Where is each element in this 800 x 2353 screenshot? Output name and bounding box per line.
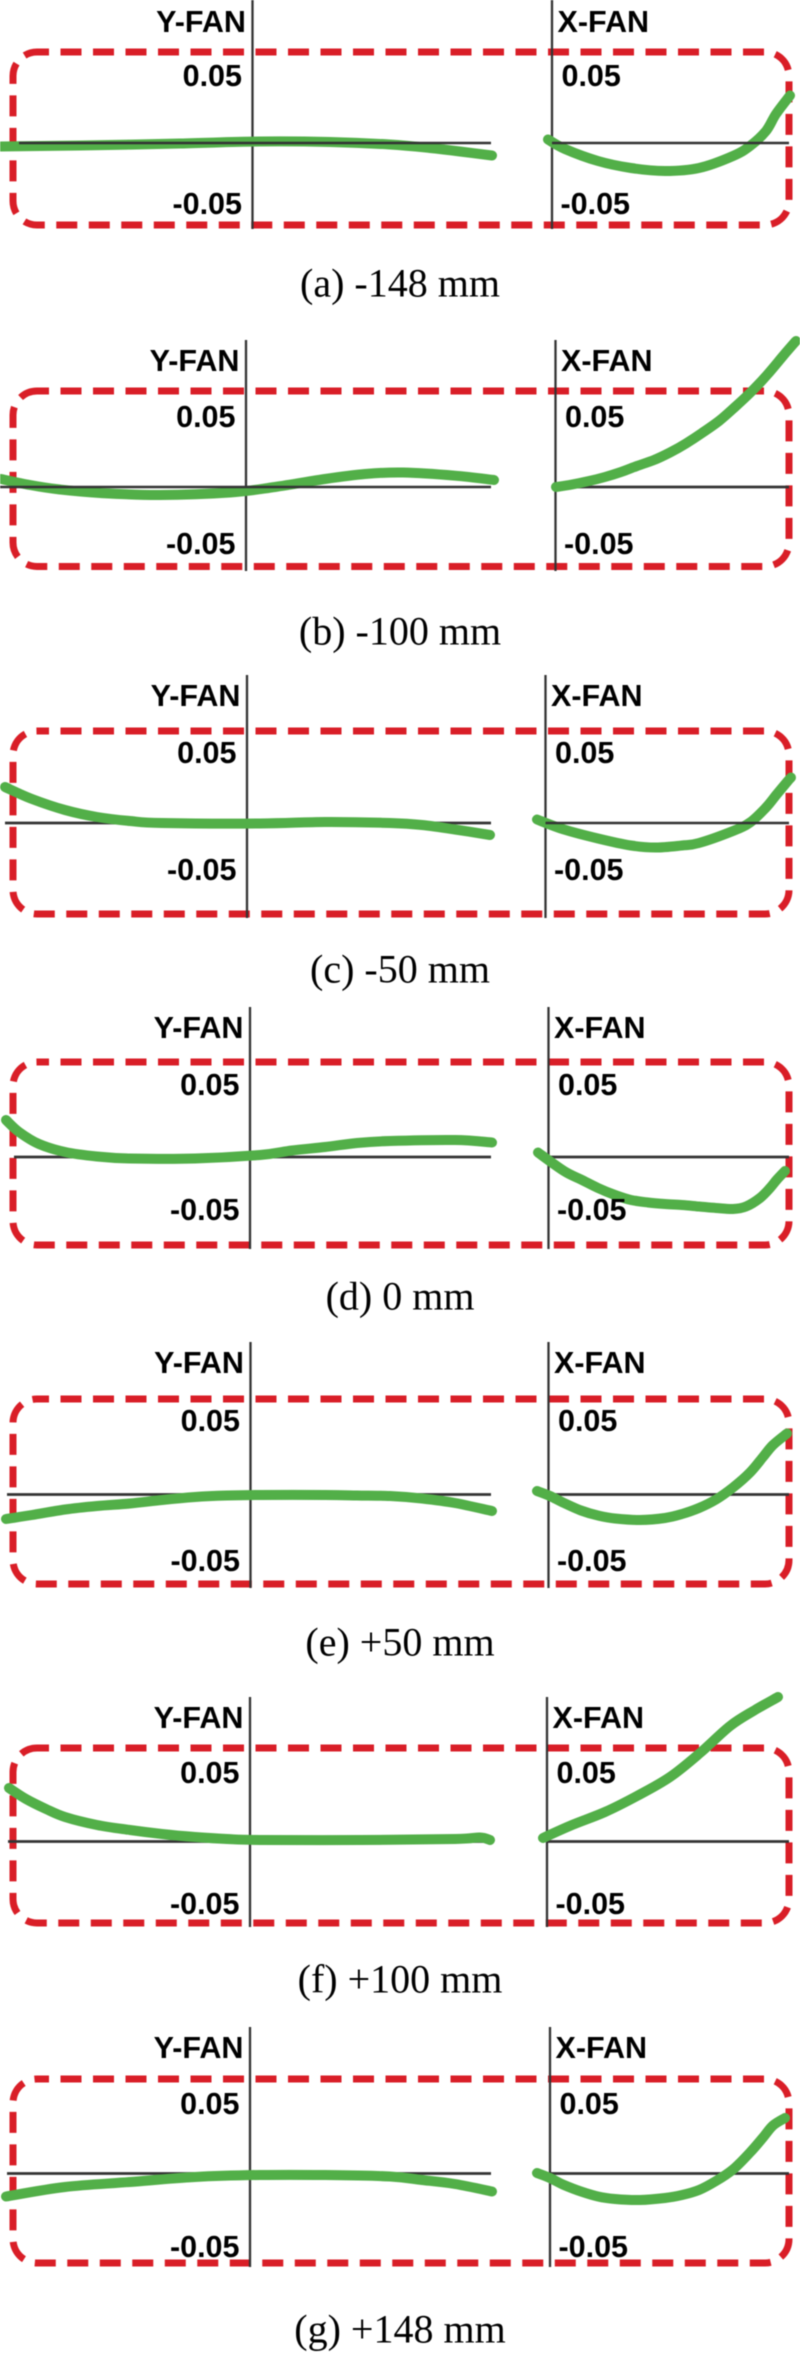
svg-text:Y-FAN: Y-FAN bbox=[151, 679, 241, 713]
svg-text:0.05: 0.05 bbox=[560, 2087, 619, 2121]
svg-text:-0.05: -0.05 bbox=[557, 1544, 627, 1578]
svg-text:-0.05: -0.05 bbox=[172, 187, 242, 221]
svg-text:0.05: 0.05 bbox=[180, 1068, 239, 1102]
svg-text:X-FAN: X-FAN bbox=[554, 1011, 646, 1045]
svg-text:0.05: 0.05 bbox=[181, 1404, 240, 1438]
svg-text:-0.05: -0.05 bbox=[561, 187, 631, 221]
svg-text:(b) -100 mm: (b) -100 mm bbox=[299, 609, 501, 654]
svg-text:X-FAN: X-FAN bbox=[556, 2031, 648, 2065]
svg-text:0.05: 0.05 bbox=[180, 1756, 239, 1790]
svg-text:(a) -148 mm: (a) -148 mm bbox=[300, 261, 500, 306]
svg-text:Y-FAN: Y-FAN bbox=[150, 344, 240, 378]
svg-text:0.05: 0.05 bbox=[558, 1068, 617, 1102]
svg-text:0.05: 0.05 bbox=[558, 1404, 617, 1438]
svg-text:Y-FAN: Y-FAN bbox=[154, 1701, 244, 1735]
svg-text:X-FAN: X-FAN bbox=[554, 1346, 646, 1380]
svg-text:Y-FAN: Y-FAN bbox=[156, 5, 246, 39]
svg-text:-0.05: -0.05 bbox=[554, 853, 624, 887]
svg-text:0.05: 0.05 bbox=[562, 59, 621, 93]
svg-text:-0.05: -0.05 bbox=[166, 527, 236, 561]
svg-text:-0.05: -0.05 bbox=[556, 1887, 626, 1921]
svg-text:-0.05: -0.05 bbox=[170, 2230, 240, 2264]
svg-text:Y-FAN: Y-FAN bbox=[154, 1011, 244, 1045]
svg-text:-0.05: -0.05 bbox=[167, 853, 237, 887]
svg-text:0.05: 0.05 bbox=[557, 1756, 616, 1790]
svg-text:-0.05: -0.05 bbox=[557, 1193, 627, 1227]
svg-text:Y-FAN: Y-FAN bbox=[154, 1346, 244, 1380]
svg-text:0.05: 0.05 bbox=[180, 2087, 239, 2121]
svg-text:X-FAN: X-FAN bbox=[551, 679, 643, 713]
svg-text:-0.05: -0.05 bbox=[559, 2230, 629, 2264]
svg-text:(d) 0 mm: (d) 0 mm bbox=[326, 1274, 475, 1319]
svg-text:0.05: 0.05 bbox=[183, 59, 242, 93]
svg-text:0.05: 0.05 bbox=[555, 736, 614, 770]
svg-text:0.05: 0.05 bbox=[565, 400, 624, 434]
svg-text:(e) +50 mm: (e) +50 mm bbox=[305, 1620, 494, 1665]
svg-text:X-FAN: X-FAN bbox=[558, 5, 650, 39]
svg-text:Y-FAN: Y-FAN bbox=[154, 2031, 244, 2065]
svg-text:(c) -50 mm: (c) -50 mm bbox=[310, 947, 490, 992]
svg-text:0.05: 0.05 bbox=[177, 736, 236, 770]
svg-text:(f) +100 mm: (f) +100 mm bbox=[298, 1957, 503, 2002]
svg-text:-0.05: -0.05 bbox=[170, 1887, 240, 1921]
svg-text:-0.05: -0.05 bbox=[564, 527, 634, 561]
svg-text:X-FAN: X-FAN bbox=[553, 1701, 645, 1735]
svg-text:-0.05: -0.05 bbox=[170, 1544, 240, 1578]
svg-text:X-FAN: X-FAN bbox=[561, 344, 653, 378]
svg-text:(g) +148 mm: (g) +148 mm bbox=[294, 2307, 505, 2352]
svg-text:-0.05: -0.05 bbox=[170, 1193, 240, 1227]
svg-text:0.05: 0.05 bbox=[176, 400, 235, 434]
